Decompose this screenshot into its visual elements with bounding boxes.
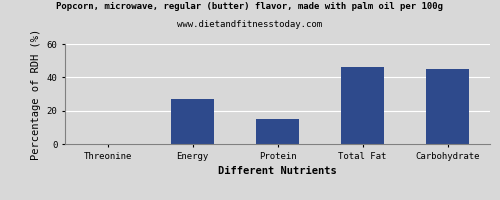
Y-axis label: Percentage of RDH (%): Percentage of RDH (%): [31, 28, 41, 160]
Text: www.dietandfitnesstoday.com: www.dietandfitnesstoday.com: [178, 20, 322, 29]
Bar: [426, 69, 469, 144]
Bar: [171, 99, 214, 144]
Text: Popcorn, microwave, regular (butter) flavor, made with palm oil per 100g: Popcorn, microwave, regular (butter) fla…: [56, 2, 444, 11]
X-axis label: Different Nutrients: Different Nutrients: [218, 166, 337, 176]
Bar: [256, 119, 299, 144]
Bar: [341, 67, 384, 144]
